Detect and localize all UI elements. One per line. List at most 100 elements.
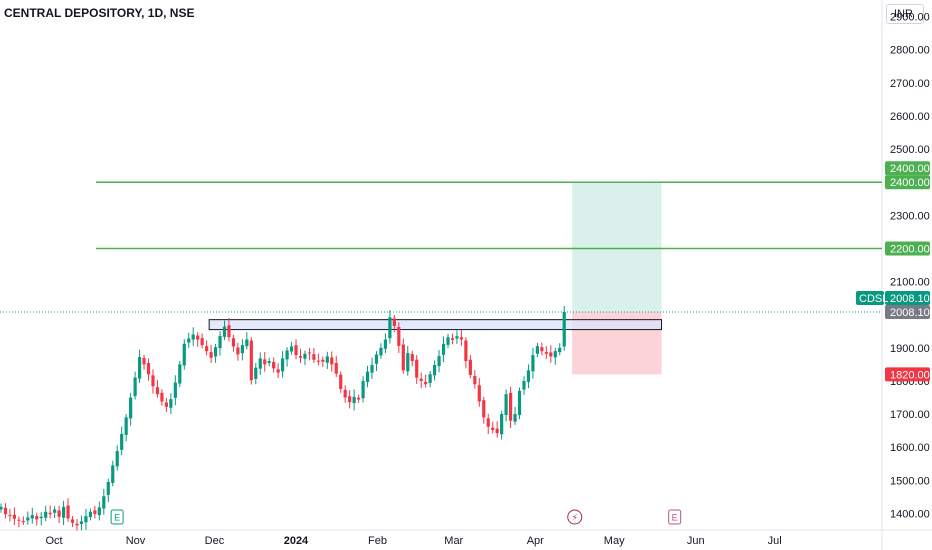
last-price-gray-tag: 2008.10 <box>890 307 930 319</box>
candle-body <box>0 506 3 510</box>
x-tick-label: Nov <box>126 535 146 547</box>
event-markers[interactable]: E ⚡ E <box>110 509 682 525</box>
y-tick-label: 2900.00 <box>890 12 930 24</box>
candle-body <box>289 346 294 352</box>
y-tick-label: 2700.00 <box>890 78 930 90</box>
dividend-event-icon <box>567 509 583 525</box>
candle-body <box>522 380 526 390</box>
candle-body <box>477 385 481 402</box>
candle-body <box>343 389 347 398</box>
candle-body <box>21 521 25 523</box>
earnings-event-glyph: E <box>114 513 120 523</box>
y-tick-label: 1600.00 <box>890 442 930 454</box>
candle-body <box>410 354 414 362</box>
candle-body <box>348 396 352 403</box>
candle-body <box>39 516 43 519</box>
candle-body <box>428 374 432 383</box>
candle-body <box>133 377 137 397</box>
candle-body <box>182 343 186 366</box>
candle-body <box>30 515 34 519</box>
x-tick-label: May <box>604 535 625 547</box>
candle-body <box>379 347 383 356</box>
target-zone <box>572 182 662 313</box>
candle-body <box>48 512 52 515</box>
candle-body <box>115 451 119 467</box>
level-tag-upper-bg <box>885 161 930 176</box>
candle-body <box>249 340 253 381</box>
candle-body <box>57 510 61 517</box>
candle-body <box>263 359 267 365</box>
candle-body <box>397 326 401 346</box>
candle-body <box>339 374 343 389</box>
earnings-event-glyph: E <box>672 513 678 523</box>
x-tick-label: Dec <box>205 535 225 547</box>
level-tag-upper: 2400.00 <box>890 163 930 175</box>
zone-rect <box>208 319 663 331</box>
candle-body <box>102 496 106 509</box>
candle-body <box>562 312 566 347</box>
candle-body <box>352 396 356 404</box>
candle-body <box>196 335 200 340</box>
candle-body <box>531 355 535 372</box>
candle-body <box>486 418 490 427</box>
y-tick-label: 2600.00 <box>890 111 930 123</box>
candle-body <box>142 358 146 365</box>
y-tick-label: 1500.00 <box>890 475 930 487</box>
currency-button[interactable]: INR <box>886 4 924 24</box>
candle-body <box>8 515 12 517</box>
position-tool[interactable] <box>572 182 662 375</box>
candle-body <box>236 347 240 355</box>
candle-body <box>406 353 410 372</box>
candle-body <box>35 516 39 520</box>
y-tick-label: 2100.00 <box>890 277 930 289</box>
candle-body <box>173 382 177 398</box>
candle-body <box>365 371 370 382</box>
candle-body <box>424 381 428 385</box>
candle-body <box>544 352 548 354</box>
candle-body <box>17 519 21 521</box>
candle-body <box>169 399 173 408</box>
x-tick-label: Jun <box>687 535 705 547</box>
candle-body <box>298 356 303 358</box>
symbol-tag: CDSL <box>859 293 888 305</box>
candle-body <box>419 378 423 381</box>
candle-body <box>281 358 285 372</box>
candle-body <box>388 317 392 339</box>
candle-body <box>482 400 486 418</box>
candle-body <box>357 397 361 400</box>
last-price-gray-tag-bg <box>885 305 930 320</box>
x-tick-label: Oct <box>45 535 62 547</box>
x-axis: Oct Nov Dec 2024 Feb Mar Apr May Jun Jul <box>45 535 781 547</box>
candle-body <box>325 356 329 363</box>
candle-body <box>66 505 70 519</box>
symbol-tag-bg <box>856 291 884 306</box>
candle-body <box>124 417 128 435</box>
candle-body <box>44 511 48 518</box>
candle-body <box>558 347 562 353</box>
last-price-tag: 2008.10 <box>890 293 930 305</box>
candle-body <box>540 347 544 352</box>
candle-body <box>276 369 280 373</box>
x-tick-label: Apr <box>527 535 544 547</box>
candle-body <box>79 521 84 525</box>
y-tick-label: 1400.00 <box>890 508 930 520</box>
candle-body <box>3 507 8 515</box>
supply-zone[interactable] <box>208 319 663 331</box>
candle-body <box>330 357 334 365</box>
candle-body <box>111 465 115 483</box>
earnings-event-icon <box>110 509 124 525</box>
x-tick-label: 2024 <box>284 535 309 547</box>
candle-body <box>187 338 191 343</box>
candle-body <box>178 364 182 384</box>
candle-body <box>526 370 531 382</box>
candle-body <box>106 481 110 495</box>
candle-body <box>285 350 289 360</box>
horizontal-levels[interactable] <box>96 181 882 250</box>
candle-body <box>120 433 124 450</box>
candle-body <box>441 343 446 355</box>
y-tick-label: 2500.00 <box>890 144 930 156</box>
candle-body <box>508 392 513 421</box>
candle-body <box>504 394 508 416</box>
chart-title: CENTRAL DEPOSITORY, 1D, NSE <box>4 6 195 20</box>
